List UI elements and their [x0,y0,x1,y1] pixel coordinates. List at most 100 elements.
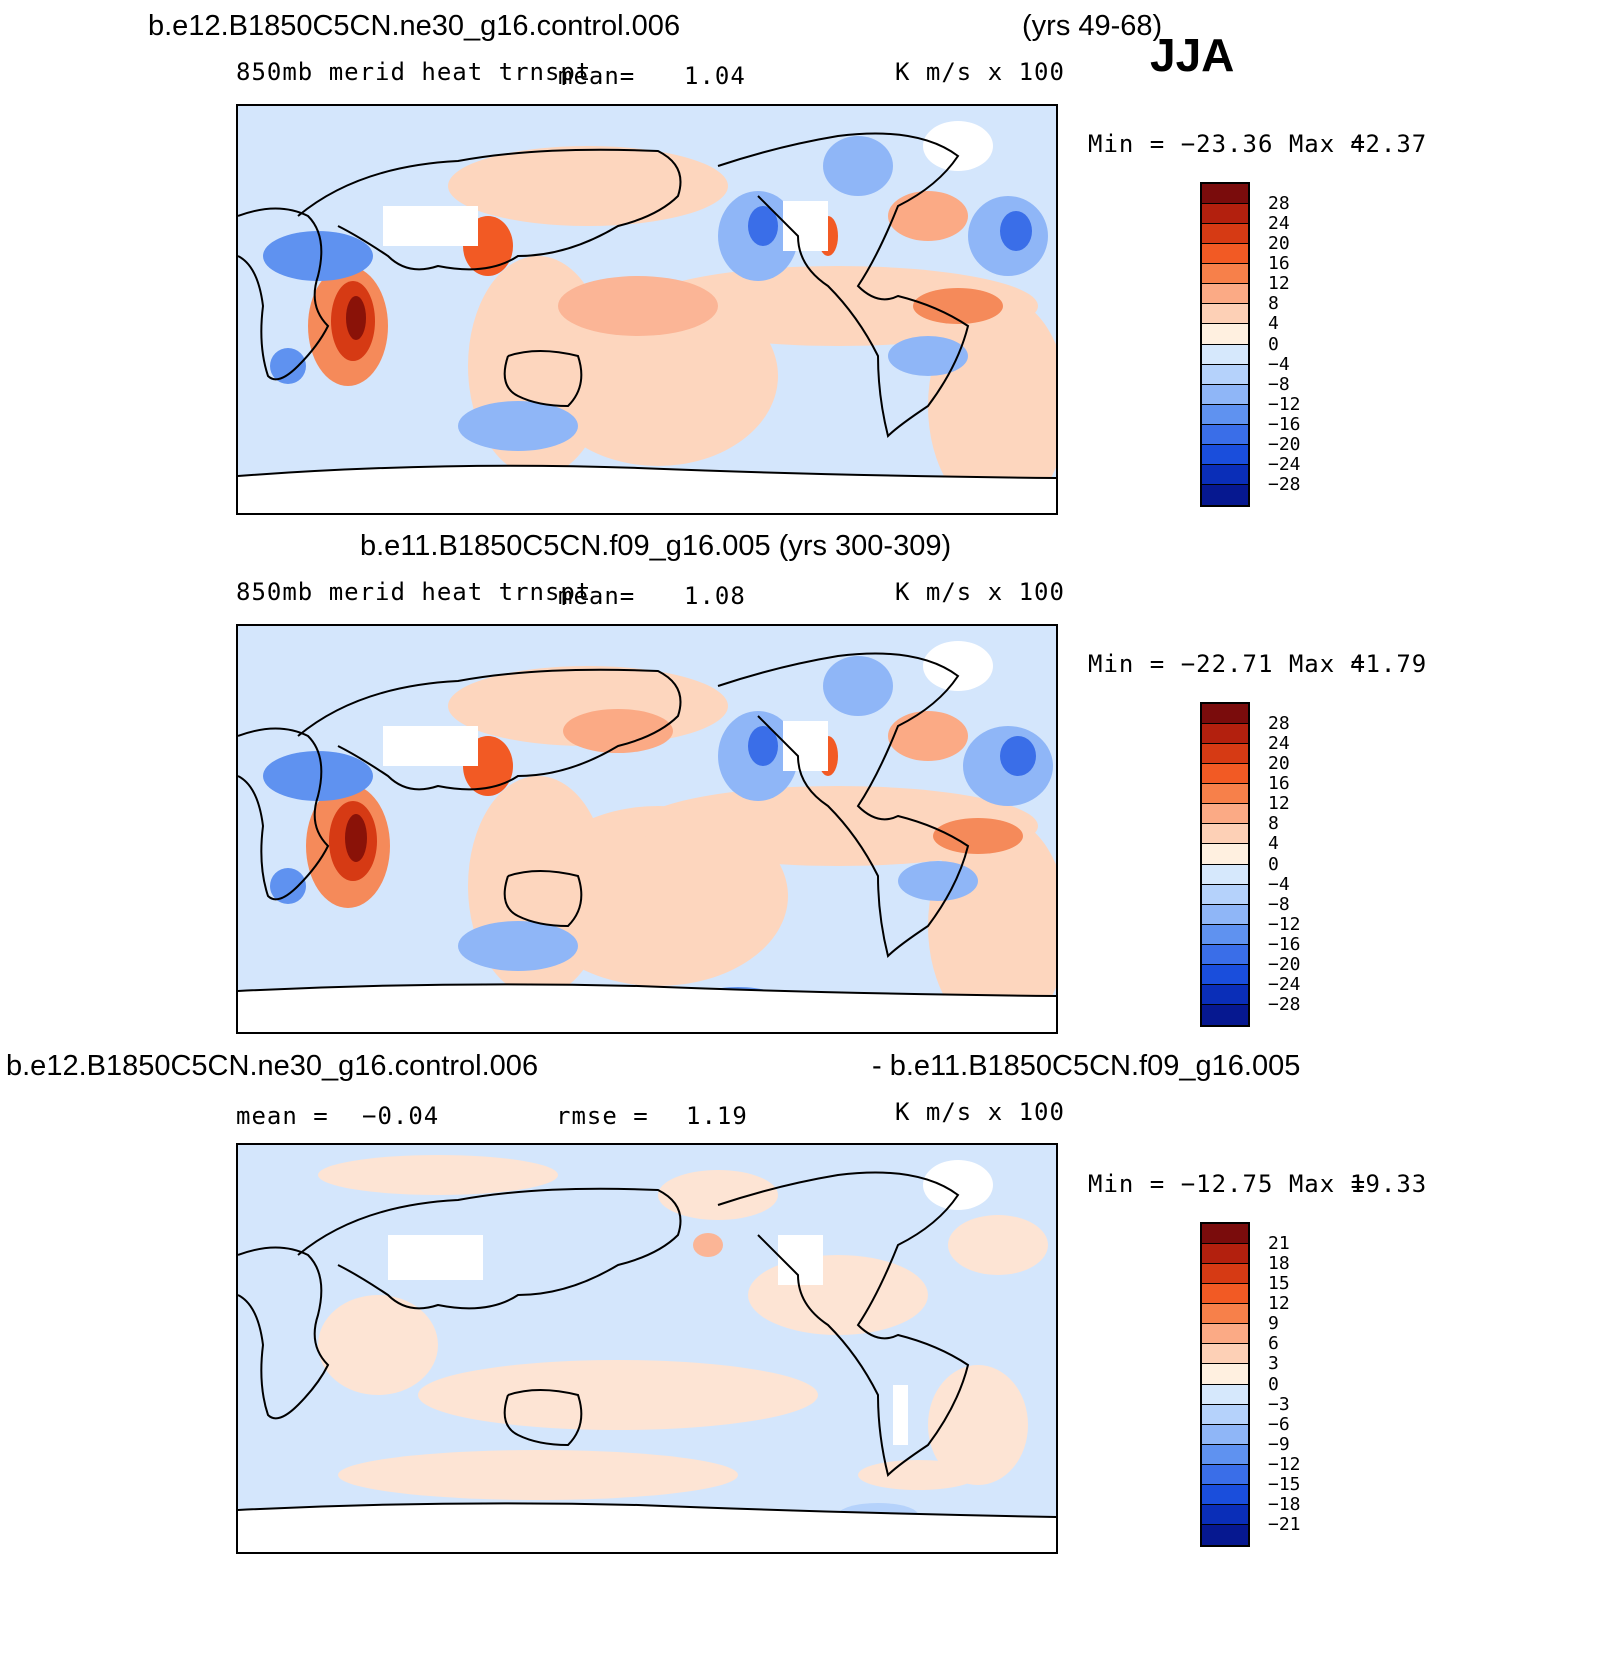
panel3-units: K m/s x 100 [895,1098,1065,1126]
colorbar-segment [1202,844,1248,865]
colorbar-segment [1202,904,1248,925]
colorbar-tick-label: 15 [1268,1273,1290,1295]
panel3-colorbar [1200,1222,1250,1547]
colorbar-segment [1202,1504,1248,1525]
colorbar-segment [1202,1464,1248,1485]
colorbar-tick-label: 3 [1268,1353,1279,1375]
colorbar-tick-label: 0 [1268,333,1279,355]
colorbar-segment [1202,744,1248,765]
colorbar-tick-label: −24 [1268,973,1301,995]
colorbar-segment [1202,1244,1248,1265]
colorbar-tick-label: −3 [1268,1393,1290,1415]
colorbar-segment [1202,944,1248,965]
panel1-field-name: 850mb merid heat trnspt [236,58,592,86]
colorbar-tick-label: 18 [1268,1253,1290,1275]
colorbar-tick-label: −9 [1268,1433,1290,1455]
colorbar-tick-label: 20 [1268,753,1290,775]
colorbar-segment [1202,444,1248,465]
colorbar-segment [1202,984,1248,1005]
panel2-max-value: 41.79 [1350,650,1428,678]
colorbar-tick-label: 0 [1268,1373,1279,1395]
panel2-minmax-text: Min = −22.71 Max = [1088,650,1367,678]
colorbar-tick-label: −8 [1268,893,1290,915]
colorbar-tick-label: 16 [1268,253,1290,275]
colorbar-tick-label: 21 [1268,1233,1290,1255]
colorbar-segment [1202,184,1248,205]
colorbar-segment [1202,864,1248,885]
colorbar-segment [1202,464,1248,485]
panel3-map [236,1143,1058,1554]
colorbar-tick-label: 28 [1268,713,1290,735]
colorbar-segment [1202,1264,1248,1285]
colorbar-segment [1202,364,1248,385]
colorbar-segment [1202,784,1248,805]
panel3-mean-value: −0.04 [362,1102,440,1130]
colorbar-segment [1202,404,1248,425]
colorbar-tick-label: 9 [1268,1313,1279,1335]
panel3-rmse-value: 1.19 [686,1102,748,1130]
colorbar-segment [1202,1324,1248,1345]
colorbar-segment [1202,1524,1248,1545]
panel2-mean-value: 1.08 [684,582,746,610]
panel1-map [236,104,1058,515]
colorbar-tick-label: −6 [1268,1413,1290,1435]
colorbar-segment [1202,1344,1248,1365]
panel3-rmse-label: rmse = [556,1102,649,1130]
panel3-minmax-text: Min = −12.75 Max = [1088,1170,1367,1198]
colorbar-segment [1202,964,1248,985]
colorbar-segment [1202,344,1248,365]
panel1-max-value: 42.37 [1350,130,1428,158]
panel2-field-name: 850mb merid heat trnspt [236,578,592,606]
colorbar-tick-label: −16 [1268,933,1301,955]
colorbar-tick-label: 16 [1268,773,1290,795]
colorbar-tick-label: 8 [1268,813,1279,835]
colorbar-segment [1202,204,1248,225]
colorbar-segment [1202,764,1248,785]
colorbar-tick-label: −21 [1268,1513,1301,1535]
colorbar-segment [1202,1404,1248,1425]
colorbar-tick-label: −16 [1268,413,1301,435]
colorbar-tick-label: −4 [1268,873,1290,895]
panel1-colorbar [1200,182,1250,507]
colorbar-tick-label: 8 [1268,293,1279,315]
panel3-map-svg [238,1145,1056,1552]
colorbar-segment [1202,284,1248,305]
colorbar-tick-label: 12 [1268,793,1290,815]
panel1-case-title: b.e12.B1850C5CN.ne30_g16.control.006 [148,10,681,42]
panel3-max-value: 19.33 [1350,1170,1428,1198]
colorbar-tick-label: 0 [1268,853,1279,875]
colorbar-tick-label: 20 [1268,233,1290,255]
panel2-mean-label: mean= [558,582,636,610]
panel1-minmax-text: Min = −23.36 Max = [1088,130,1367,158]
colorbar-tick-label: 28 [1268,193,1290,215]
colorbar-segment [1202,224,1248,245]
colorbar-tick-label: −24 [1268,453,1301,475]
colorbar-segment [1202,484,1248,505]
colorbar-tick-label: −28 [1268,473,1301,495]
colorbar-tick-label: −28 [1268,993,1301,1015]
colorbar-segment [1202,1304,1248,1325]
colorbar-segment [1202,264,1248,285]
colorbar-tick-label: −12 [1268,1453,1301,1475]
colorbar-segment [1202,424,1248,445]
colorbar-segment [1202,704,1248,725]
colorbar-segment [1202,1424,1248,1445]
colorbar-segment [1202,804,1248,825]
colorbar-segment [1202,384,1248,405]
colorbar-tick-label: 12 [1268,273,1290,295]
colorbar-segment [1202,1284,1248,1305]
panel3-case-a: b.e12.B1850C5CN.ne30_g16.control.006 [6,1050,539,1082]
colorbar-segment [1202,1364,1248,1385]
colorbar-segment [1202,884,1248,905]
colorbar-segment [1202,324,1248,345]
colorbar-tick-label: −8 [1268,373,1290,395]
colorbar-segment [1202,1384,1248,1405]
panel3-case-b: - b.e11.B1850C5CN.f09_g16.005 [872,1050,1301,1082]
colorbar-tick-label: 24 [1268,213,1290,235]
colorbar-tick-label: −20 [1268,953,1301,975]
colorbar-segment [1202,1484,1248,1505]
colorbar-tick-label: 4 [1268,833,1279,855]
colorbar-tick-label: 24 [1268,733,1290,755]
colorbar-segment [1202,244,1248,265]
colorbar-segment [1202,924,1248,945]
